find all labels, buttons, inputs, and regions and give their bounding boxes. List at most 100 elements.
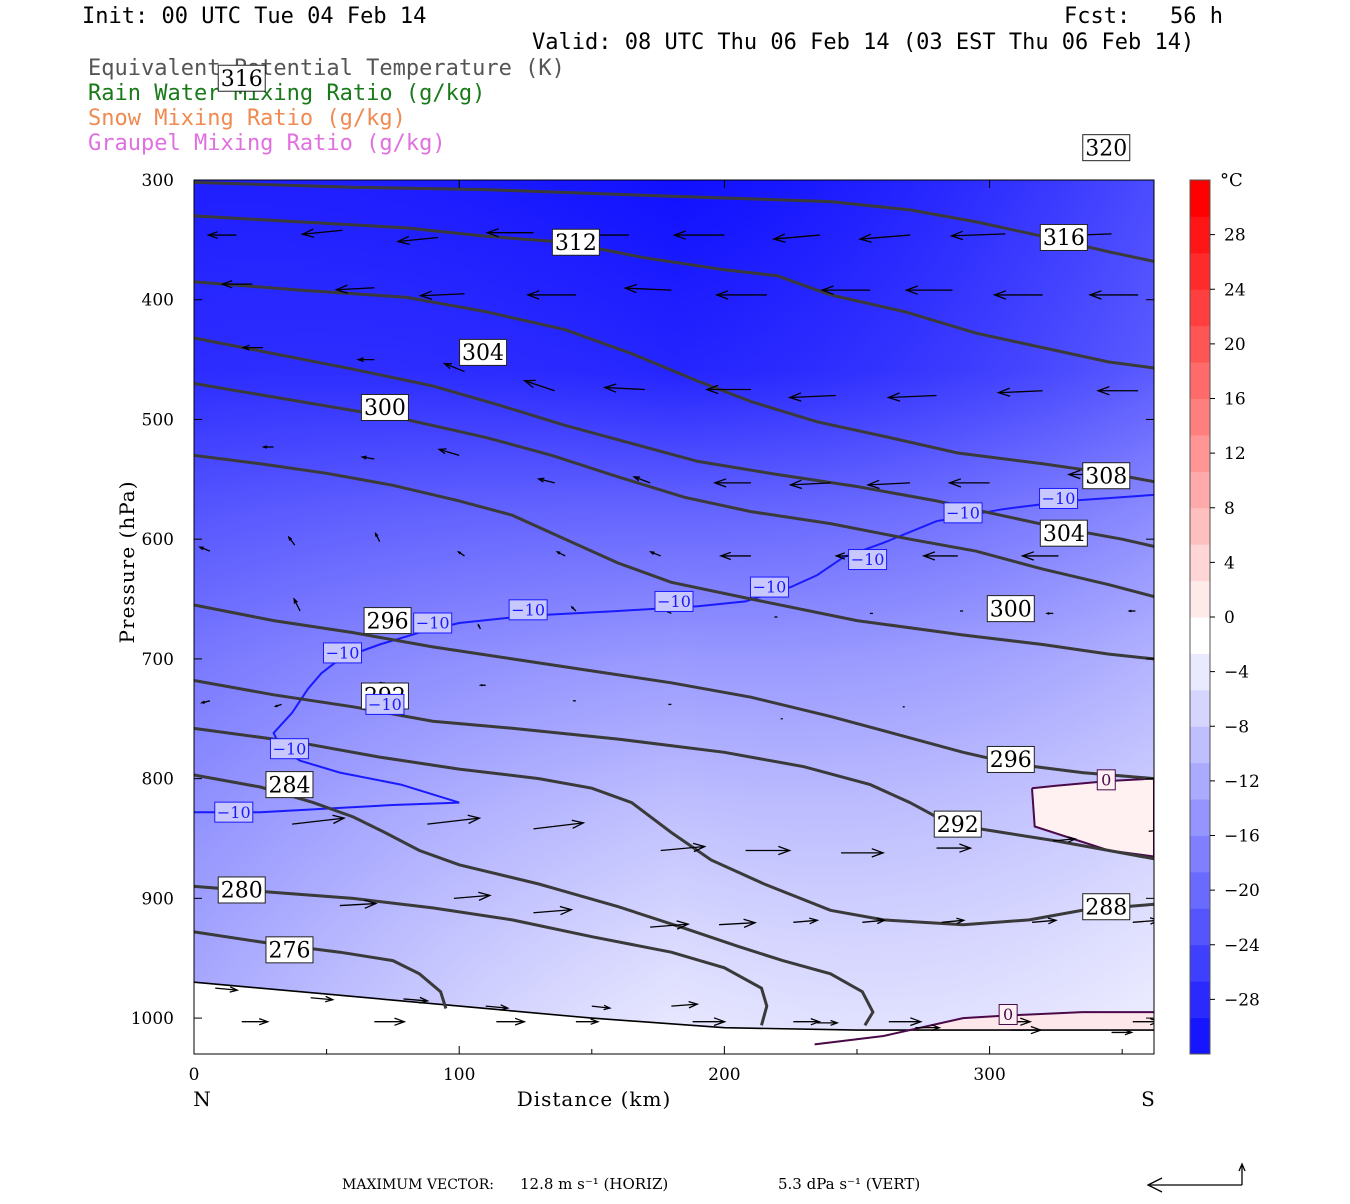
theta-e-label: 280 (221, 879, 263, 904)
theta-e-line (194, 726, 1154, 927)
x-tick-label: 100 (443, 1065, 475, 1085)
wind-vector (439, 448, 460, 456)
wind-vector (485, 1005, 508, 1009)
wind-vector-head (514, 1017, 527, 1026)
colorbar-swatch (1190, 580, 1210, 618)
wind-vector (862, 919, 885, 923)
wind-vector-head (293, 597, 298, 604)
temp-label-box (749, 576, 789, 598)
theta-e-line (194, 773, 875, 1027)
wind-vector-head (1149, 1017, 1154, 1026)
y-tick-label: 400 (142, 291, 174, 311)
theta-e-label: 300 (364, 396, 406, 421)
wind-vector (336, 287, 375, 291)
wind-vector-head (418, 290, 433, 300)
max-vector-vert: 5.3 dPa s⁻¹ (VERT) (778, 1175, 921, 1193)
wind-vector-head (1020, 1017, 1033, 1026)
temp-contour-line (1031, 777, 1154, 858)
wind-vector-head (712, 478, 727, 488)
init-label: Init: 00 UTC Tue 04 Feb 14 (82, 4, 427, 29)
wind-vector-head (478, 683, 483, 687)
temp-label: −10 (273, 739, 307, 758)
valid-time-label: Valid: 08 UTC Thu 06 Feb 14 (03 EST Thu … (532, 30, 1195, 55)
forecast-hour-label: Fcst: 56 h (1064, 4, 1223, 29)
wind-vector (867, 482, 911, 486)
warm-region (1032, 778, 1154, 857)
wind-vector (625, 287, 672, 291)
plot-frame (193, 179, 1155, 1055)
temp-label: −10 (753, 578, 787, 597)
x-tick-label: 200 (708, 1065, 740, 1085)
wind-vector-head (555, 551, 561, 555)
theta-e-label-box (933, 810, 982, 838)
colorbar-swatch (1190, 507, 1210, 545)
temp-label: −10 (326, 644, 360, 663)
wind-vector-head (200, 700, 205, 704)
temp-label-box (214, 801, 254, 823)
theta-e-label-box (1082, 462, 1131, 490)
wind-vector-head (788, 479, 803, 490)
temp-label-box (943, 502, 983, 524)
theta-e-label: 308 (1085, 464, 1127, 489)
theta-e-line (194, 382, 1154, 599)
axes: 300 400 500 600 700 800 900 1000 0 100 200 300 Dista… (115, 171, 1155, 1111)
wind-vector-head (206, 231, 218, 240)
wind-vector-head (772, 233, 786, 243)
wind-vector-head (996, 387, 1011, 397)
wind-vector (453, 894, 490, 900)
theta-e-label: 284 (268, 773, 310, 798)
wind-vector (524, 380, 555, 392)
wind-vector-head (713, 1017, 727, 1027)
colorbar-label: 12 (1224, 444, 1246, 464)
wind-vector (1148, 830, 1154, 832)
theta-e-label-box (360, 393, 409, 421)
wind-vector (533, 822, 584, 830)
wind-vector (660, 845, 705, 852)
x-tick-label: 300 (973, 1065, 1005, 1085)
temp-label: −10 (851, 550, 885, 569)
wind-vector-head (648, 551, 655, 555)
max-vector-horiz: 12.8 m s⁻¹ (HORIZ) (520, 1175, 669, 1193)
wind-vector-head (258, 1017, 270, 1026)
wind-vector-head (1020, 551, 1035, 561)
theta-e-label-box (1082, 893, 1131, 921)
temp-label: 0 (1003, 1005, 1013, 1024)
wind-vector-head (1149, 917, 1154, 925)
temp-label-box (1039, 487, 1079, 509)
wind-vector-head (220, 279, 233, 289)
wind-vector-head (467, 814, 482, 825)
temp-label-box (848, 549, 888, 571)
wind-vector-head (1088, 290, 1102, 300)
theta-e-line (194, 336, 1154, 548)
wind-vector (397, 236, 439, 243)
theta-e-label-box (1039, 223, 1088, 251)
wind-vector (215, 987, 238, 991)
wind-vector (604, 386, 645, 391)
wind-vector (1053, 838, 1076, 842)
wind-vector-head (198, 546, 204, 551)
wind-vector-head (1045, 612, 1050, 615)
wind-vector (671, 1003, 698, 1007)
wind-vector-head (743, 918, 757, 928)
y-tick-label: 1000 (131, 1009, 174, 1029)
wind-vector-head (718, 551, 732, 561)
colorbar-unit: °C (1220, 170, 1243, 191)
wind-vector (292, 817, 345, 825)
y-tick-label: 600 (142, 530, 174, 550)
colorbar: 28 24 20 16 12 8 4 0 −4 −8 −12 −16 −20 −24 −28 °C (1189, 170, 1260, 1055)
wind-vector (427, 817, 480, 825)
wind-vector-head (956, 917, 966, 925)
wind-vector (538, 478, 555, 484)
wind-vector-head (830, 1019, 840, 1026)
wind-vector-head (688, 1000, 700, 1009)
wind-vector (633, 476, 651, 484)
temp-label: −10 (217, 803, 251, 822)
colorbar-label: −20 (1224, 881, 1260, 901)
theta-e-line (194, 280, 1154, 484)
wind-vector-head (623, 283, 637, 294)
wind-vector-head (704, 384, 719, 395)
wind-vector (533, 909, 572, 914)
temp-label-box (508, 599, 548, 621)
wind-vector-head (396, 235, 410, 246)
